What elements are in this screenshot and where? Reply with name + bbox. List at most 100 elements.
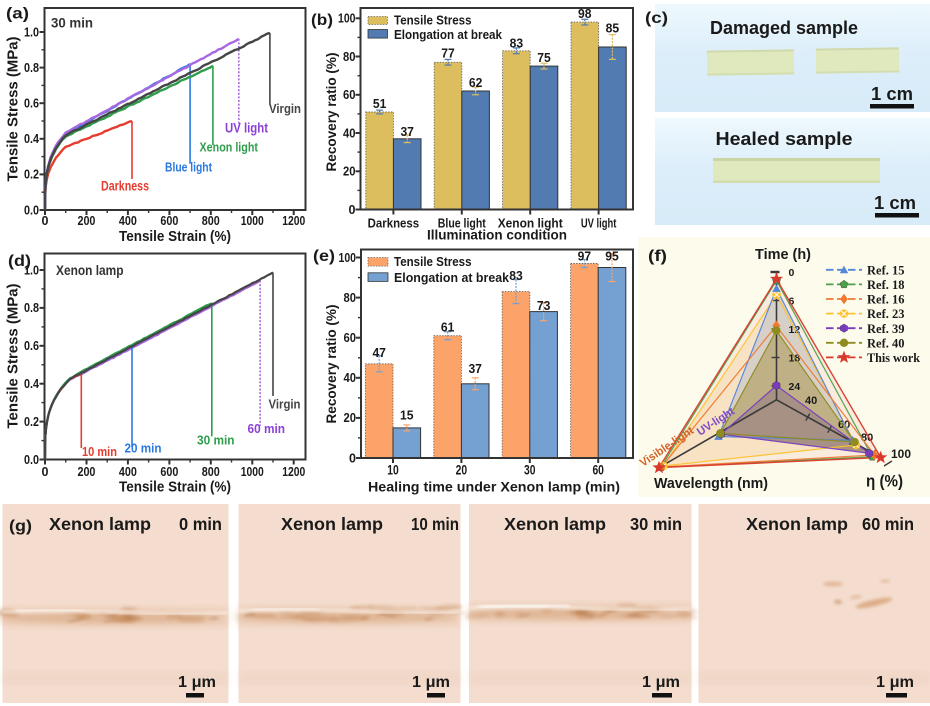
svg-text:60 min: 60 min	[862, 514, 914, 534]
svg-text:60: 60	[343, 88, 356, 102]
svg-text:Ref. 16: Ref. 16	[867, 292, 905, 307]
svg-text:0.6: 0.6	[24, 339, 39, 353]
svg-text:20: 20	[344, 411, 357, 425]
svg-text:1.0: 1.0	[24, 25, 39, 39]
svg-text:47: 47	[372, 345, 386, 360]
svg-text:83: 83	[509, 268, 523, 283]
svg-text:0: 0	[42, 214, 49, 228]
svg-text:Elongation at break: Elongation at break	[394, 270, 510, 285]
svg-text:0.6: 0.6	[24, 97, 39, 111]
svg-text:0: 0	[349, 451, 356, 465]
svg-text:100: 100	[339, 251, 357, 265]
svg-text:Xenon lamp: Xenon lamp	[504, 514, 606, 534]
svg-text:1 μm: 1 μm	[642, 674, 680, 691]
svg-text:1 μm: 1 μm	[876, 674, 914, 691]
svg-text:0.8: 0.8	[24, 301, 39, 315]
svg-text:30: 30	[524, 463, 536, 478]
svg-text:Tensile Strain (%): Tensile Strain (%)	[119, 479, 231, 496]
svg-text:UV light: UV light	[225, 120, 268, 136]
svg-text:Xenon light: Xenon light	[200, 140, 259, 155]
svg-text:1000: 1000	[241, 214, 264, 228]
svg-text:Ref. 39: Ref. 39	[867, 321, 905, 336]
svg-text:51: 51	[373, 96, 387, 111]
svg-text:37: 37	[468, 361, 482, 376]
svg-text:800: 800	[202, 465, 220, 479]
svg-text:10 min: 10 min	[411, 514, 459, 534]
svg-text:75: 75	[537, 50, 551, 65]
svg-text:62: 62	[469, 75, 483, 90]
svg-text:600: 600	[160, 465, 178, 479]
svg-text:Recovery ratio (%): Recovery ratio (%)	[324, 53, 339, 172]
svg-text:Illumination condition: Illumination condition	[427, 228, 567, 243]
svg-text:40: 40	[343, 126, 356, 140]
svg-text:Darkness: Darkness	[368, 216, 420, 231]
svg-text:1 μm: 1 μm	[178, 674, 216, 691]
svg-text:80: 80	[343, 50, 356, 64]
svg-text:(g): (g)	[9, 518, 32, 535]
svg-text:0.4: 0.4	[24, 377, 39, 391]
svg-text:Virgin: Virgin	[269, 101, 301, 116]
svg-text:60: 60	[344, 331, 357, 345]
svg-text:Ref. 15: Ref. 15	[867, 262, 905, 277]
svg-text:30 min: 30 min	[51, 15, 93, 31]
svg-text:Tensile Stress (MPa): Tensile Stress (MPa)	[5, 283, 22, 428]
svg-text:0: 0	[42, 465, 49, 479]
svg-text:0.0: 0.0	[24, 203, 39, 217]
svg-text:Tensile Stress: Tensile Stress	[394, 254, 472, 269]
svg-text:Tensile Stress: Tensile Stress	[394, 12, 472, 27]
svg-text:η (%): η (%)	[866, 472, 903, 491]
svg-text:10 min: 10 min	[82, 444, 117, 459]
svg-text:60 min: 60 min	[248, 421, 286, 436]
svg-text:Ref. 23: Ref. 23	[867, 306, 905, 321]
svg-text:Xenon lamp: Xenon lamp	[281, 514, 383, 534]
svg-text:18: 18	[789, 352, 801, 364]
svg-text:0.8: 0.8	[24, 61, 39, 75]
svg-text:400: 400	[119, 465, 137, 479]
svg-text:30 min: 30 min	[197, 433, 235, 448]
svg-text:Recovery ratio (%): Recovery ratio (%)	[324, 305, 339, 424]
svg-text:15: 15	[400, 408, 414, 423]
svg-text:73: 73	[537, 298, 551, 313]
svg-text:(f): (f)	[648, 248, 667, 265]
svg-text:1000: 1000	[241, 465, 264, 479]
svg-text:85: 85	[606, 21, 620, 36]
svg-text:97: 97	[578, 249, 592, 264]
svg-text:Wavelength (nm): Wavelength (nm)	[654, 475, 768, 492]
svg-text:1 cm: 1 cm	[874, 193, 916, 213]
svg-text:400: 400	[119, 214, 137, 228]
svg-text:Healing time under Xenon lamp: Healing time under Xenon lamp (min)	[368, 479, 620, 495]
svg-text:1 cm: 1 cm	[871, 84, 913, 104]
svg-text:800: 800	[202, 214, 220, 228]
svg-text:Xenon lamp: Xenon lamp	[49, 514, 151, 534]
svg-text:0: 0	[789, 267, 795, 279]
svg-text:0 min: 0 min	[179, 514, 222, 534]
svg-text:600: 600	[160, 214, 178, 228]
svg-text:Blue light: Blue light	[165, 160, 213, 175]
svg-text:40: 40	[805, 395, 817, 407]
svg-text:(c): (c)	[645, 10, 668, 27]
svg-text:(b): (b)	[311, 12, 333, 29]
svg-text:10: 10	[387, 463, 399, 478]
svg-text:0.0: 0.0	[24, 453, 39, 467]
svg-text:30 min: 30 min	[630, 514, 682, 534]
svg-text:20: 20	[456, 463, 468, 478]
svg-text:20: 20	[343, 165, 356, 179]
svg-text:Xenon lamp: Xenon lamp	[56, 262, 124, 278]
svg-text:0: 0	[349, 203, 356, 217]
svg-text:Xenon lamp: Xenon lamp	[746, 514, 848, 534]
svg-text:Xenon light: Xenon light	[498, 216, 564, 231]
svg-text:24: 24	[789, 381, 801, 393]
svg-text:(d): (d)	[8, 253, 31, 270]
svg-text:(a): (a)	[6, 6, 29, 23]
svg-text:12: 12	[789, 324, 801, 336]
svg-text:40: 40	[344, 371, 357, 385]
svg-text:Healed sample: Healed sample	[716, 128, 853, 149]
svg-text:200: 200	[77, 214, 95, 228]
svg-text:Tensile Strain (%): Tensile Strain (%)	[119, 228, 231, 245]
svg-text:20 min: 20 min	[125, 441, 162, 456]
svg-text:100: 100	[891, 447, 911, 461]
svg-text:37: 37	[400, 124, 414, 139]
svg-text:100: 100	[338, 12, 356, 26]
svg-text:Darkness: Darkness	[101, 178, 149, 194]
svg-text:80: 80	[344, 291, 357, 305]
